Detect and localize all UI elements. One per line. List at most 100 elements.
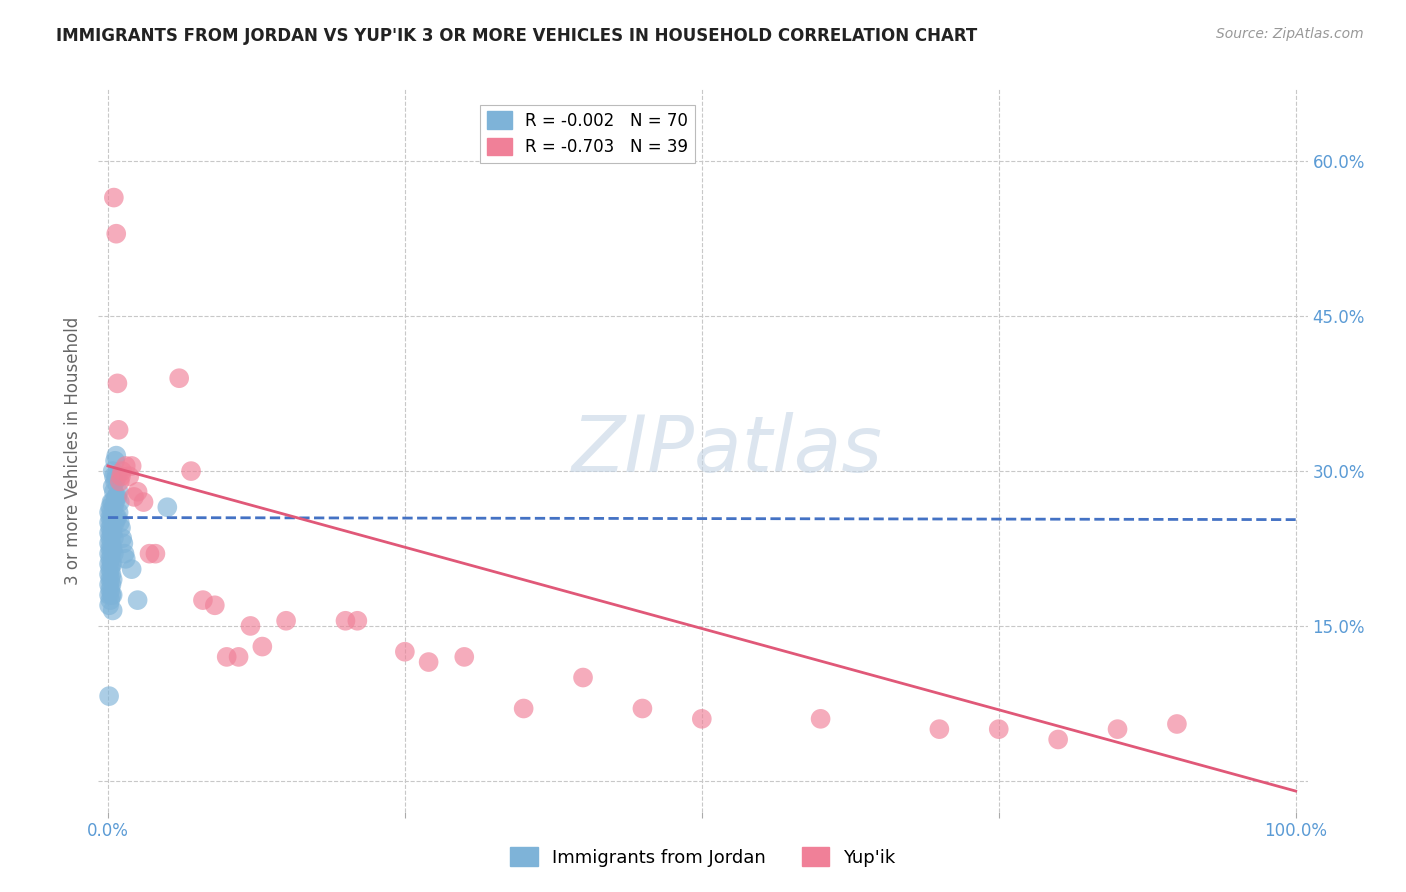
Point	[100, 547, 122, 561]
Point	[108, 475, 131, 489]
Point	[631, 701, 654, 715]
Point	[108, 516, 131, 530]
Point	[1107, 722, 1129, 736]
Point	[103, 500, 125, 515]
Point	[122, 490, 145, 504]
Point	[98, 573, 121, 587]
Point	[98, 593, 121, 607]
Point	[335, 614, 357, 628]
Point	[100, 536, 122, 550]
Point	[928, 722, 950, 736]
Point	[394, 645, 416, 659]
Point	[156, 500, 179, 515]
Point	[138, 547, 160, 561]
Point	[100, 577, 122, 591]
Point	[101, 603, 124, 617]
Point	[101, 588, 124, 602]
Point	[215, 649, 238, 664]
Point	[104, 475, 127, 489]
Point	[103, 516, 125, 530]
Point	[107, 423, 129, 437]
Text: Source: ZipAtlas.com: Source: ZipAtlas.com	[1216, 27, 1364, 41]
Point	[114, 547, 136, 561]
Point	[114, 551, 136, 566]
Point	[101, 526, 124, 541]
Point	[204, 599, 226, 613]
Point	[101, 495, 124, 509]
Point	[105, 469, 128, 483]
Point	[98, 505, 121, 519]
Point	[1166, 717, 1188, 731]
Point	[98, 689, 121, 703]
Point	[239, 619, 262, 633]
Point	[104, 495, 127, 509]
Point	[512, 701, 534, 715]
Point	[112, 536, 135, 550]
Point	[100, 526, 122, 541]
Point	[98, 582, 121, 597]
Point	[104, 454, 127, 468]
Point	[103, 191, 125, 205]
Point	[105, 227, 128, 241]
Point	[101, 541, 124, 556]
Point	[98, 531, 121, 545]
Point	[274, 614, 297, 628]
Point	[100, 588, 122, 602]
Point	[1047, 732, 1070, 747]
Point	[101, 464, 124, 478]
Point	[121, 562, 143, 576]
Point	[104, 516, 127, 530]
Point	[108, 495, 131, 509]
Point	[107, 469, 129, 483]
Point	[121, 458, 143, 473]
Point	[98, 577, 121, 591]
Point	[111, 531, 134, 545]
Legend: Immigrants from Jordan, Yup'ik: Immigrants from Jordan, Yup'ik	[503, 840, 903, 874]
Point	[107, 510, 129, 524]
Point	[105, 510, 128, 524]
Point	[101, 573, 124, 587]
Point	[100, 557, 122, 571]
Point	[105, 449, 128, 463]
Point	[107, 490, 129, 504]
Point	[110, 469, 132, 483]
Point	[105, 490, 128, 504]
Point	[228, 649, 250, 664]
Point	[101, 557, 124, 571]
Point	[100, 516, 122, 530]
Point	[110, 521, 132, 535]
Point	[987, 722, 1010, 736]
Y-axis label: 3 or more Vehicles in Household: 3 or more Vehicles in Household	[65, 317, 83, 584]
Point	[101, 510, 124, 524]
Point	[100, 505, 122, 519]
Point	[98, 500, 121, 515]
Point	[127, 593, 149, 607]
Point	[98, 547, 121, 561]
Point	[167, 371, 190, 385]
Point	[98, 567, 121, 582]
Point	[572, 671, 595, 685]
Point	[98, 516, 121, 530]
Point	[418, 655, 440, 669]
Point	[810, 712, 832, 726]
Point	[180, 464, 202, 478]
Point	[191, 593, 214, 607]
Point	[98, 599, 121, 613]
Point	[118, 469, 141, 483]
Text: ZIPatlas: ZIPatlas	[572, 412, 883, 489]
Point	[145, 547, 167, 561]
Point	[100, 495, 122, 509]
Point	[111, 464, 134, 478]
Point	[98, 541, 121, 556]
Point	[690, 712, 713, 726]
Point	[103, 547, 125, 561]
Point	[107, 505, 129, 519]
Legend: R = -0.002   N = 70, R = -0.703   N = 39: R = -0.002 N = 70, R = -0.703 N = 39	[479, 104, 695, 162]
Point	[98, 588, 121, 602]
Point	[101, 480, 124, 494]
Point	[252, 640, 274, 654]
Point	[132, 495, 155, 509]
Point	[98, 562, 121, 576]
Point	[107, 376, 129, 391]
Point	[114, 458, 136, 473]
